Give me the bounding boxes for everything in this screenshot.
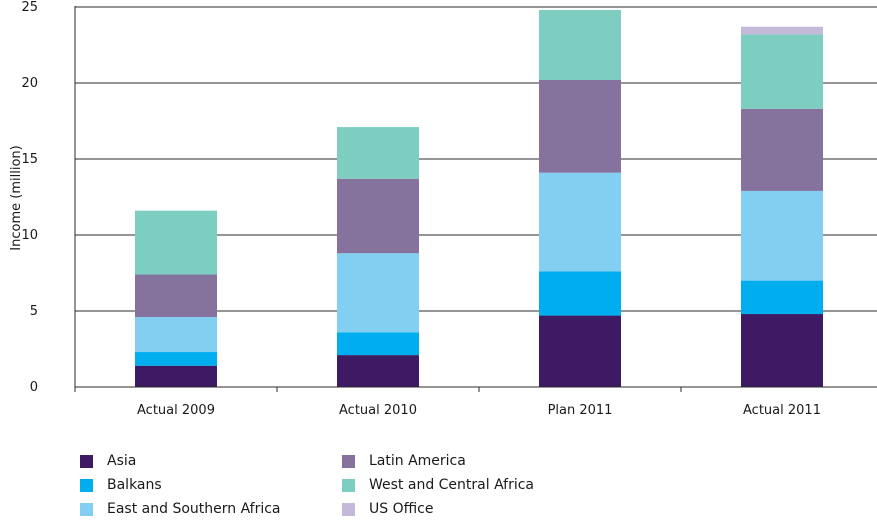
legend-label: Asia [107, 453, 137, 469]
bar-balkans-plan-2011 [539, 271, 621, 316]
legend-item: Balkans [80, 475, 162, 495]
legend-swatch [342, 478, 355, 492]
bar-latin-america-plan-2011 [539, 79, 621, 173]
bars [135, 10, 823, 387]
legend-swatch [342, 454, 355, 468]
bar-asia-actual-2011 [741, 314, 823, 387]
y-tick-label: 5 [30, 304, 38, 319]
legend-swatch [80, 454, 93, 468]
legend: Asia Balkans East and Southern Africa Latin… [80, 451, 640, 521]
bar-balkans-actual-2010 [337, 332, 419, 356]
y-tick-label: 25 [21, 0, 38, 15]
legend-label: US Office [369, 501, 434, 517]
x-tick-label: Plan 2011 [548, 403, 613, 418]
bar-west-and-central-africa-actual-2009 [135, 210, 217, 275]
bar-east-and-southern-africa-actual-2011 [741, 190, 823, 281]
x-tick-label: Actual 2009 [137, 403, 215, 418]
bar-east-and-southern-africa-plan-2011 [539, 172, 621, 272]
bar-asia-plan-2011 [539, 315, 621, 387]
legend-label: East and Southern Africa [107, 501, 281, 517]
bar-balkans-actual-2011 [741, 280, 823, 315]
bar-balkans-actual-2009 [135, 352, 217, 366]
legend-swatch [80, 502, 93, 516]
y-tick-label: 0 [30, 380, 38, 395]
legend-item: US Office [342, 499, 433, 519]
bar-west-and-central-africa-actual-2010 [337, 127, 419, 179]
y-tick-label: 10 [21, 228, 38, 243]
legend-swatch [342, 502, 355, 516]
bar-east-and-southern-africa-actual-2010 [337, 253, 419, 333]
legend-swatch [80, 478, 93, 492]
legend-label: Balkans [107, 477, 162, 493]
legend-item: East and Southern Africa [80, 499, 281, 519]
y-axis-title: Income (million) [9, 145, 24, 250]
y-tick-label: 15 [21, 152, 38, 167]
legend-label: Latin America [369, 453, 466, 469]
legend-item: Latin America [342, 451, 466, 471]
bar-west-and-central-africa-actual-2011 [741, 34, 823, 109]
x-tick-label: Actual 2010 [339, 403, 417, 418]
bar-asia-actual-2010 [337, 355, 419, 387]
bar-latin-america-actual-2009 [135, 274, 217, 318]
bar-latin-america-actual-2011 [741, 108, 823, 191]
legend-item: West and Central Africa [342, 475, 534, 495]
legend-label: West and Central Africa [369, 477, 535, 493]
bar-east-and-southern-africa-actual-2009 [135, 317, 217, 353]
axes [74, 6, 877, 392]
x-tick-label: Actual 2011 [743, 403, 821, 418]
bar-west-and-central-africa-plan-2011 [539, 10, 621, 80]
tick-labels: 0 5 10 15 20 25 Actual 2009 Actual 2010 Plan 201… [21, 0, 821, 418]
y-tick-label: 20 [21, 76, 38, 91]
bar-us-office-actual-2011 [741, 26, 823, 35]
bar-latin-america-actual-2010 [337, 178, 419, 254]
bar-asia-actual-2009 [135, 365, 217, 387]
legend-item: Asia [80, 451, 136, 471]
